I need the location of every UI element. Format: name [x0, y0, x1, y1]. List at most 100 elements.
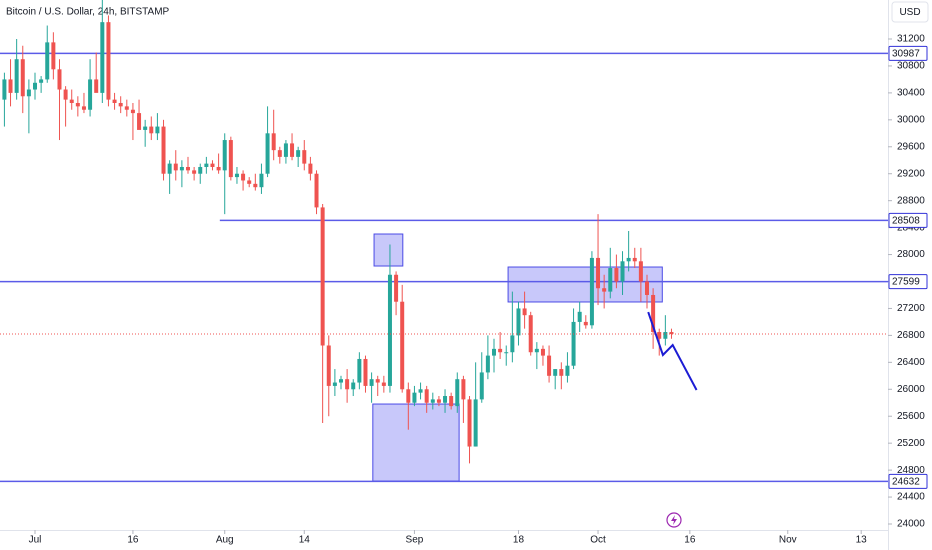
candle-body [173, 163, 178, 171]
trend-path [647, 311, 698, 391]
y-tick-label: 28000 [897, 249, 925, 260]
candle-body [39, 79, 44, 83]
candle-body [339, 379, 344, 383]
x-tick-label: Oct [590, 535, 606, 546]
candle-body [357, 358, 362, 383]
candle-body [394, 274, 399, 302]
y-tick-label: 31200 [897, 34, 925, 45]
x-tick-label: Aug [216, 535, 234, 546]
x-tick-label: 14 [299, 535, 311, 546]
candle-body [430, 399, 435, 403]
candle-body [332, 382, 337, 386]
y-tick-label: 25600 [897, 411, 925, 422]
currency-button[interactable] [891, 1, 929, 23]
candle-body [663, 332, 668, 339]
events-bolt[interactable] [671, 515, 677, 525]
candle-body [143, 126, 148, 130]
y-tick-label: 25200 [897, 438, 925, 449]
candle-body [473, 399, 478, 447]
candle-body [100, 22, 105, 93]
y-tick-label: 26000 [897, 384, 925, 395]
y-tick-label: 24800 [897, 465, 925, 476]
chart-title: Bitcoin / U.S. Dollar, 24h, BITSTAMP [6, 7, 170, 18]
candle-body [589, 257, 594, 326]
candle-body [491, 348, 496, 356]
y-tick-label: 24400 [897, 492, 925, 503]
candle-body [314, 173, 319, 208]
candle-body [644, 281, 649, 295]
y-tick-label: 29600 [897, 141, 925, 152]
candle-body [222, 140, 227, 171]
price-badge [888, 212, 928, 228]
y-tick-label: 24000 [897, 519, 925, 530]
candle-body [381, 382, 386, 386]
candle-body [124, 106, 129, 110]
candle-body [614, 268, 619, 282]
currency-label[interactable]: USD [899, 7, 920, 18]
candle-body [88, 79, 93, 110]
candle-body [198, 166, 203, 174]
candle-body [345, 379, 350, 390]
zone-box [372, 403, 460, 482]
events-icon[interactable] [666, 512, 682, 528]
price-badge-label: 30987 [892, 48, 920, 59]
candle-body [626, 257, 631, 262]
y-tick-label: 30000 [897, 114, 925, 125]
candle-body [387, 274, 392, 386]
candle-body [75, 102, 80, 107]
candle-body [449, 396, 454, 407]
candle-body [400, 301, 405, 390]
candle-body [424, 389, 429, 403]
candle-body [657, 332, 662, 339]
candle-body [583, 321, 588, 326]
candle-body [271, 133, 276, 151]
candle-body [485, 355, 490, 373]
candle-body [290, 143, 295, 157]
price-badge [888, 45, 928, 61]
candle-body [571, 321, 576, 366]
candle-body [26, 89, 31, 97]
candle-body [602, 288, 607, 292]
price-badge-label: 24632 [892, 477, 920, 488]
candle-body [455, 379, 460, 407]
candle-body [63, 89, 68, 100]
zone-box [373, 233, 404, 267]
candle-body [302, 150, 307, 164]
candle-body [283, 143, 288, 157]
candle-body [565, 365, 570, 376]
x-tick-label: Nov [779, 535, 797, 546]
y-tick-label: 30400 [897, 88, 925, 99]
candle-body [669, 332, 674, 335]
candle-body [363, 358, 368, 386]
candle-body [534, 348, 539, 353]
candle-body [118, 102, 123, 107]
candle-body [14, 59, 19, 93]
y-tick-label: 26400 [897, 357, 925, 368]
candle-body [620, 261, 625, 282]
candle-body [186, 166, 191, 171]
candle-body [20, 59, 25, 97]
candle-body [436, 399, 441, 403]
candle-body [369, 379, 374, 386]
candle-body [228, 140, 233, 178]
x-tick-label: Jul [29, 535, 42, 546]
candle-body [234, 173, 239, 178]
x-tick-label: 16 [127, 535, 139, 546]
y-tick-label: 27200 [897, 303, 925, 314]
y-tick-label: 26800 [897, 330, 925, 341]
candle-body [216, 166, 221, 171]
candle-body [375, 379, 380, 383]
candle-body [608, 268, 613, 292]
candle-body [253, 183, 258, 188]
candle-body [2, 79, 7, 100]
y-tick-label: 28800 [897, 195, 925, 206]
candle-body [33, 82, 38, 90]
candle-body [651, 294, 656, 333]
candle-body [81, 106, 86, 110]
candle-body [540, 348, 545, 356]
candle-body [8, 79, 13, 93]
candle-body [418, 389, 423, 393]
candle-body [155, 126, 160, 134]
candle-body [553, 369, 558, 376]
